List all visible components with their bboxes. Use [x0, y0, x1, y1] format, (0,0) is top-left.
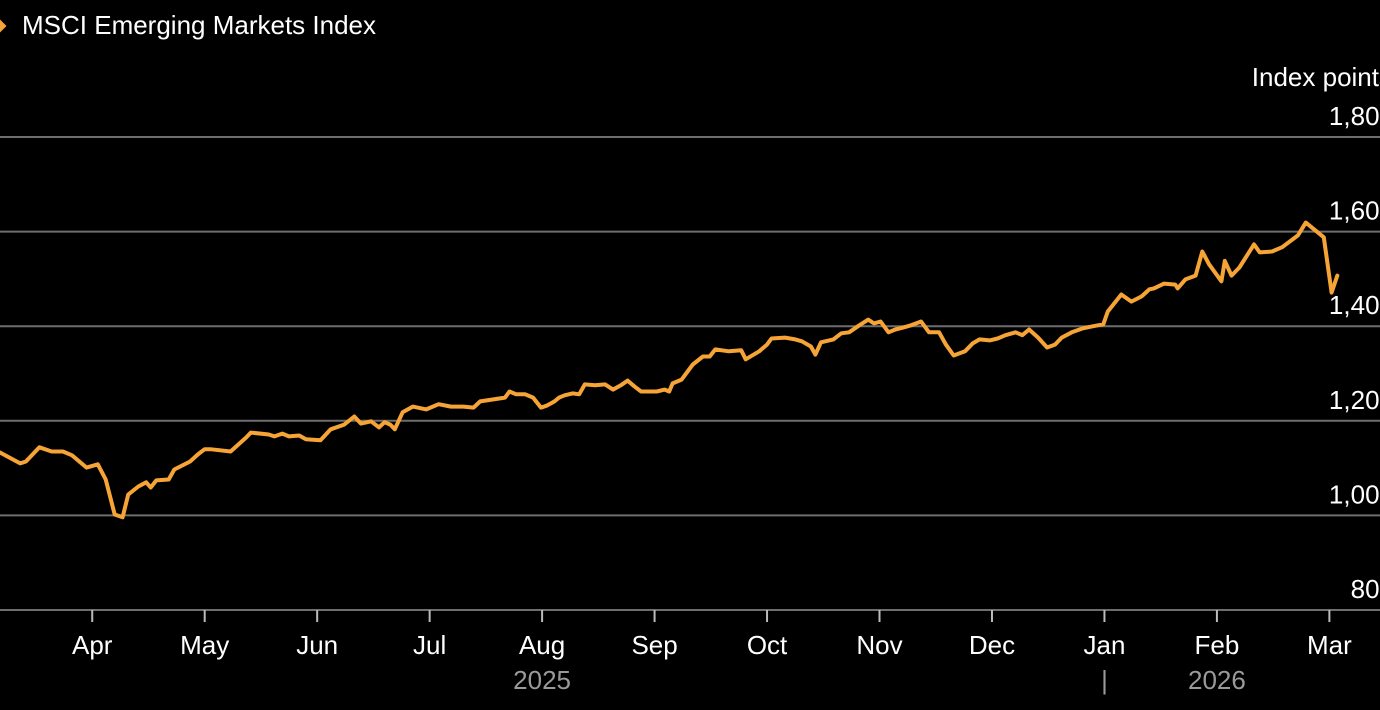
x-tick-label: Sep	[631, 630, 677, 660]
x-tick-label: Feb	[1195, 630, 1240, 660]
x-tick-label: Mar	[1307, 630, 1352, 660]
y-axis-unit-label: Index points	[1251, 62, 1380, 92]
x-tick-label: Jun	[296, 630, 338, 660]
year-separator: |	[1101, 665, 1108, 695]
x-tick-label: Aug	[519, 630, 565, 660]
y-tick-label: 1,400	[1329, 290, 1380, 320]
series-line-msci-em	[0, 220, 1340, 520]
y-tick-label: 1,800	[1329, 101, 1380, 131]
year-label: 2026	[1188, 665, 1246, 695]
x-tick-label: Dec	[969, 630, 1015, 660]
x-tick-label: Jan	[1083, 630, 1125, 660]
x-tick-label: Jul	[413, 630, 446, 660]
y-tick-label: 1,600	[1329, 196, 1380, 226]
y-tick-label: 1,200	[1329, 385, 1380, 415]
x-tick-label: Oct	[747, 630, 788, 660]
y-tick-label: 1,000	[1329, 479, 1380, 509]
x-tick-label: Nov	[856, 630, 902, 660]
year-label: 2025	[513, 665, 571, 695]
x-tick-label: May	[180, 630, 229, 660]
y-tick-label: 800	[1351, 574, 1380, 604]
chart-title: MSCI Emerging Markets Index	[22, 10, 377, 40]
x-tick-label: Apr	[72, 630, 113, 660]
